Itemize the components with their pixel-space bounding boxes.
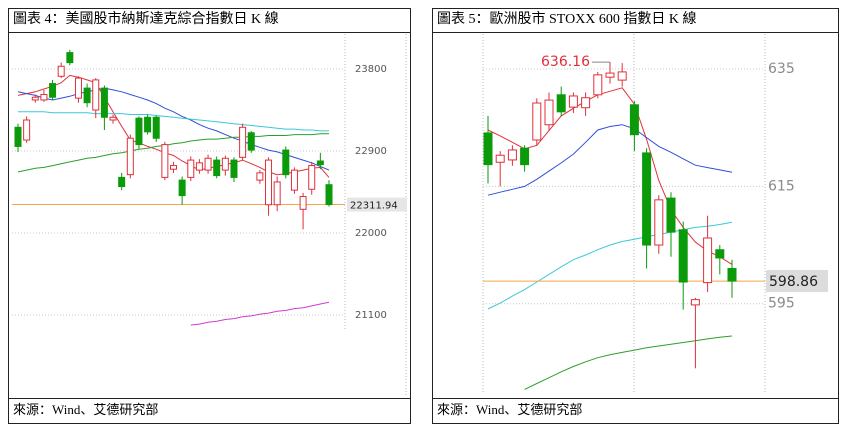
candle-body [57,65,65,77]
candle-body [507,149,517,161]
candle-body [144,116,152,133]
candle-body [247,132,255,151]
chart [483,61,765,390]
candle-body [74,77,82,99]
panel-frame [8,8,411,424]
candle-body [593,74,603,96]
candle-body [126,137,134,176]
last-price-label: 598.86 [769,274,818,290]
candle-body [49,83,57,98]
moving-average-line [487,87,733,265]
candle-body [556,94,566,113]
candle-body [495,154,505,163]
candle-body [678,229,688,283]
candle-body [40,93,48,101]
candle-body [654,199,664,246]
candle-body [605,72,615,78]
candle-body [290,169,298,191]
candle-body [204,157,212,171]
candle-body [152,116,160,139]
candle-body [221,157,229,171]
candle-body [316,160,324,166]
candle-body [109,116,117,121]
candle-body [581,97,591,109]
y-tick-label: 615 [768,178,795,194]
y-tick-label: 595 [768,296,795,312]
panel-frame [432,8,839,424]
candle-body [170,165,177,170]
candle-body [83,87,91,104]
candle-body [100,87,108,118]
moving-average-line [487,124,733,196]
y-tick-label: 22900 [355,146,387,157]
chart [12,49,345,326]
moving-average-line [17,74,330,178]
last-price-box [766,270,828,293]
moving-average-line [524,335,733,390]
chart-title: 圖表 4：美國股市納斯達克綜合指數日 K 線 [13,10,279,27]
candle-body [520,147,530,166]
candle-body [642,152,652,246]
candle-body [14,126,22,147]
candle-body [282,149,290,176]
candle-body [715,249,725,259]
candle-body [161,144,169,178]
candle-body [31,96,39,101]
candle-body [265,159,273,206]
y-tick-label: 635 [768,61,795,77]
y-tick-label: 22000 [355,228,387,239]
chart-title: 圖表 5：歐洲股市 STOXX 600 指數日 K 線 [437,10,697,27]
y-tick-label: 21100 [355,310,387,321]
candle-body [617,71,627,81]
candle-body [230,159,238,178]
candle-body [666,197,676,233]
candle-body [544,99,554,126]
candle-body [118,176,126,188]
candle-body [727,268,737,282]
moving-average-line [487,221,733,310]
source-note: 來源：Wind、艾德研究部 [13,402,158,417]
candle-body [178,179,186,197]
moving-average-line [18,111,329,132]
candle-body [213,159,221,177]
candle-body [690,299,700,306]
candle-body [299,196,307,210]
candle-body [135,117,143,146]
last-price-label: 22311.94 [350,201,398,212]
candle-body [187,159,195,178]
source-note: 來源：Wind、艾德研究部 [437,402,582,417]
y-tick-label: 23800 [355,64,387,75]
candle-body [256,172,264,181]
candle-body [483,132,493,166]
moving-average-line [17,87,330,171]
candle-body [273,181,281,206]
candle-body [239,126,247,158]
candle-body [629,104,639,136]
candle-body [195,162,203,171]
candle-body [66,52,74,64]
last-price-box [347,197,407,212]
candle-body [92,79,100,111]
candle-body [325,184,333,206]
candle-body [23,119,31,141]
candle-body [532,102,542,141]
candle-body [308,165,316,190]
high-label: 636.16 [541,54,590,70]
texts: 圖表 4：美國股市納斯達克綜合指數日 K 線 來源：Wind、艾德研究部 圖表 … [13,10,697,417]
candle-body [568,95,578,108]
moving-average-line [190,301,330,326]
candle-body [703,237,713,284]
moving-average-line [17,133,329,173]
